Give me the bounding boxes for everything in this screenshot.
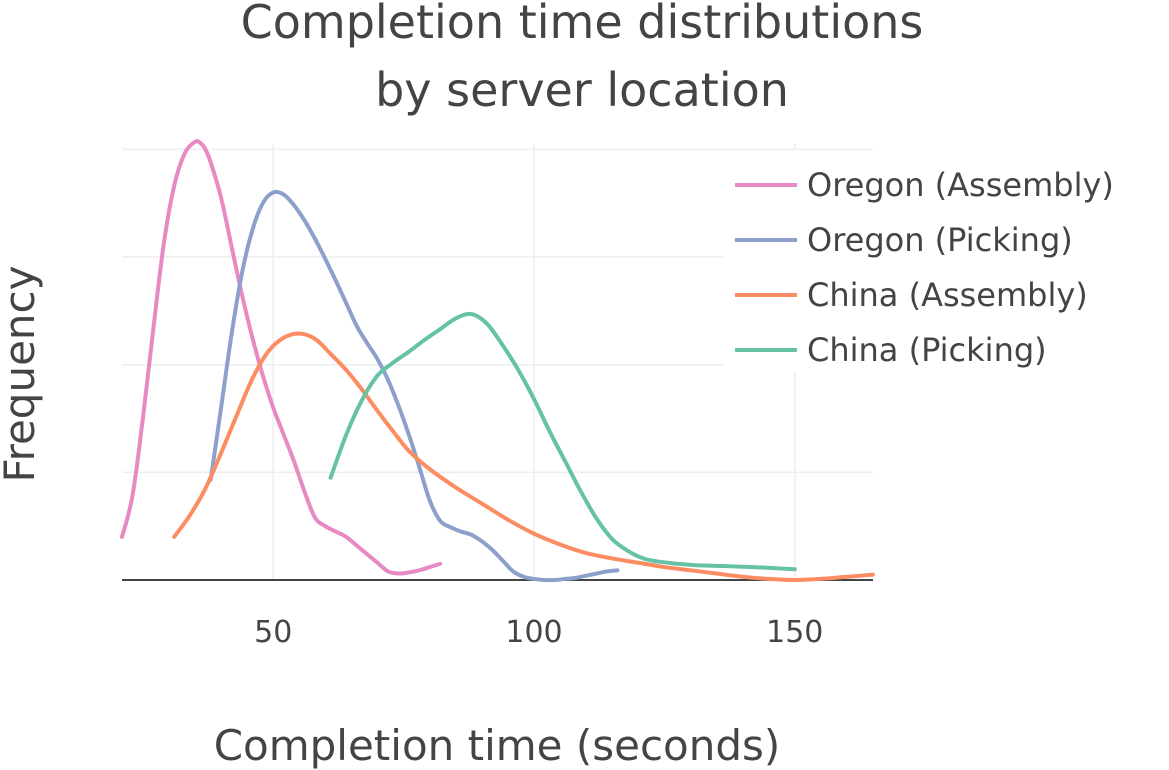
legend-label-3: China (Picking) — [807, 331, 1047, 369]
legend-label-0: Oregon (Assembly) — [807, 166, 1114, 204]
x-tick-label-1: 100 — [505, 615, 562, 650]
series-line-3 — [328, 311, 797, 572]
series-lines — [120, 139, 875, 583]
legend-label-1: Oregon (Picking) — [807, 221, 1073, 259]
x-tick-label-0: 50 — [254, 615, 292, 650]
series-line-1 — [208, 189, 620, 583]
legend: Oregon (Assembly) Oregon (Picking) China (… — [724, 150, 1169, 372]
series-line-2 — [172, 331, 875, 582]
legend-background — [724, 150, 1169, 372]
y-axis-label: Frequency — [0, 266, 44, 483]
chart-title-line-2: by server location — [375, 63, 789, 117]
x-axis-ticks: 50 100 150 — [254, 615, 823, 650]
legend-label-2: China (Assembly) — [807, 276, 1088, 314]
chart-title-line-1: Completion time distributions — [241, 0, 924, 49]
chart-title: Completion time distributions by server … — [241, 0, 924, 117]
series-line-0 — [120, 139, 443, 576]
x-axis-label: Completion time (seconds) — [214, 721, 781, 770]
x-tick-label-2: 150 — [766, 615, 823, 650]
